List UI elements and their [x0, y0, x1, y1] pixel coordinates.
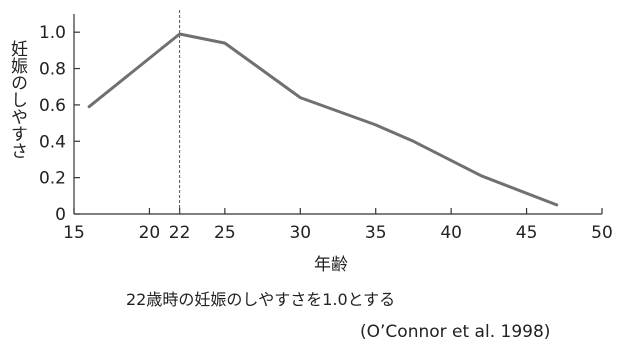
x-tick-label: 45	[516, 223, 538, 243]
x-tick-label: 22	[169, 223, 191, 243]
x-tick-label: 30	[289, 223, 311, 243]
series-group	[87, 32, 559, 207]
x-tick-label: 40	[440, 223, 462, 243]
x-tick-label: 35	[365, 223, 387, 243]
y-tick-label: 0	[55, 205, 66, 225]
series-line	[87, 32, 559, 207]
y-tick-label: 0.6	[39, 96, 66, 116]
x-axis-label: 年齢	[314, 255, 348, 275]
axes	[73, 14, 603, 215]
x-tick-label: 20	[139, 223, 161, 243]
y-axis-label: 妊娠のしやすさ	[7, 40, 27, 159]
tick-labels: 0 0.2 0.4 0.6 0.8 1.0 15 20 22 25 30 35 40 45 50	[39, 23, 613, 243]
y-tick-label: 0.4	[39, 132, 66, 152]
chart-caption: 22歳時の妊娠のしやすさを1.0とする	[126, 290, 396, 309]
y-tick-label: 0.8	[39, 60, 66, 80]
y-tick-label: 1.0	[39, 23, 66, 43]
x-tick-label: 15	[63, 223, 85, 243]
x-tick-label: 25	[214, 223, 236, 243]
x-tick-label: 50	[591, 223, 613, 243]
y-tick-label: 0.2	[39, 169, 66, 189]
chart-source: (O’Connor et al. 1998)	[360, 322, 551, 342]
